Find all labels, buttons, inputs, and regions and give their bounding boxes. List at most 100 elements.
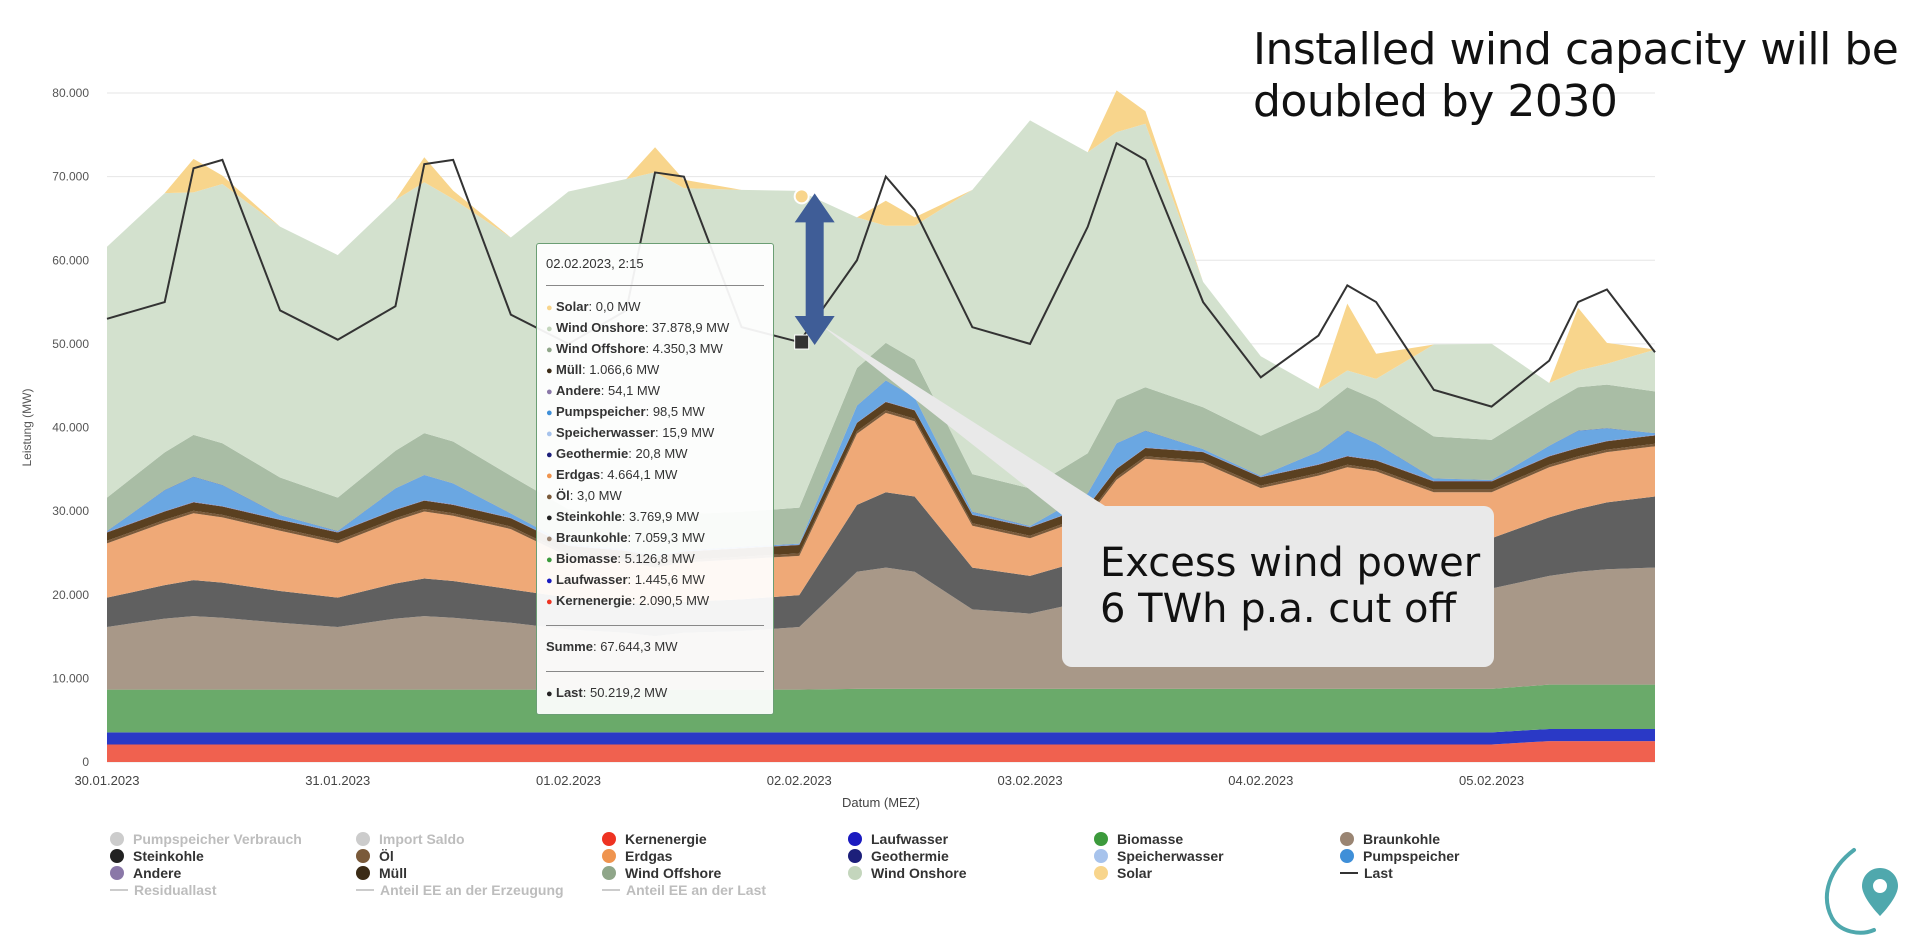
legend-label: Geothermie: [871, 848, 949, 864]
tooltip-dot: ●: [546, 407, 553, 419]
y-tick-label: 70.000: [52, 170, 89, 184]
legend-item-last[interactable]: Last: [1340, 864, 1393, 882]
legend-item-solar[interactable]: Solar: [1094, 864, 1152, 882]
legend-item--l[interactable]: Öl: [356, 847, 394, 865]
legend-item-anteil-ee-an-der-erzeugung[interactable]: Anteil EE an der Erzeugung: [356, 881, 564, 899]
y-tick-label: 40.000: [52, 421, 89, 435]
tooltip-series-value: : 4.664,1 MW: [600, 467, 678, 482]
legend-swatch: [602, 849, 616, 863]
legend-swatch: [1340, 832, 1354, 846]
legend-item-steinkohle[interactable]: Steinkohle: [110, 847, 204, 865]
legend-swatch: [848, 832, 862, 846]
headline-line-1: Installed wind capacity will be: [1253, 24, 1899, 75]
tooltip-series-name: Biomasse: [556, 551, 618, 566]
tooltip-row: ● Biomasse: 5.126,8 MW: [546, 548, 764, 569]
legend-item-import-saldo[interactable]: Import Saldo: [356, 830, 465, 848]
tooltip-row: ● Müll: 1.066,6 MW: [546, 359, 764, 380]
tooltip-dot: ●: [546, 302, 553, 314]
tooltip-dot: ●: [546, 470, 553, 482]
tooltip-series-name: Geothermie: [556, 446, 629, 461]
legend-label: Wind Offshore: [625, 865, 722, 881]
legend-swatch: [110, 832, 124, 846]
legend-item-andere[interactable]: Andere: [110, 864, 181, 882]
tooltip-dot: ●: [546, 491, 553, 503]
tooltip-series-name: Pumpspeicher: [556, 404, 646, 419]
legend-label: Pumpspeicher Verbrauch: [133, 831, 302, 847]
tooltip-row: ● Öl: 3,0 MW: [546, 485, 764, 506]
tooltip-divider: [546, 625, 764, 626]
area-wind-offshore: [107, 342, 1655, 556]
chart-axes: 0 10.000 20.000 30.000 40.000 50.000 60.000 70.…: [20, 86, 1524, 810]
legend-swatch: [848, 866, 862, 880]
tooltip-row: ● Erdgas: 4.664,1 MW: [546, 464, 764, 485]
tooltip-series-value: : 37.878,9 MW: [644, 320, 730, 335]
tooltip-sum-label: Summe: [546, 639, 593, 654]
legend-item-pumpspeicher-verbrauch[interactable]: Pumpspeicher Verbrauch: [110, 830, 302, 848]
legend-item-biomasse[interactable]: Biomasse: [1094, 830, 1183, 848]
legend-item-braunkohle[interactable]: Braunkohle: [1340, 830, 1440, 848]
tooltip-sum-value: : 67.644,3 MW: [592, 639, 678, 654]
legend-item-kernenergie[interactable]: Kernenergie: [602, 830, 707, 848]
tooltip-load-value: : 50.219,2 MW: [582, 685, 668, 700]
x-tick-label: 03.02.2023: [997, 773, 1062, 788]
x-tick-label: 05.02.2023: [1459, 773, 1524, 788]
legend-item-wind-onshore[interactable]: Wind Onshore: [848, 864, 967, 882]
legend-swatch: [602, 866, 616, 880]
legend-item-speicherwasser[interactable]: Speicherwasser: [1094, 847, 1224, 865]
load-marker: [794, 334, 810, 350]
load-line-path: [106, 141, 1656, 408]
area-laufwasser: [107, 728, 1655, 745]
tooltip-dot: ●: [546, 323, 553, 335]
y-axis-label: Leistung (MW): [20, 388, 34, 466]
legend-label: Biomasse: [1117, 831, 1184, 847]
tooltip-dot: ●: [546, 344, 553, 356]
tooltip-dot: ●: [546, 449, 553, 461]
tooltip-dot: ●: [546, 554, 553, 566]
y-tick-label: 0: [82, 755, 89, 769]
tooltip-series-value: : 4.350,3 MW: [645, 341, 723, 356]
tooltip-series-value: : 5.126,8 MW: [617, 551, 695, 566]
tooltip-series-name: Öl: [556, 488, 570, 503]
tooltip-series-name: Erdgas: [556, 467, 601, 482]
tooltip-sum-row: Summe: 67.644,3 MW: [546, 636, 764, 657]
tooltip-row: ● Wind Offshore: 4.350,3 MW: [546, 338, 764, 359]
legend-swatch: [356, 832, 370, 846]
legend-swatch: [356, 889, 374, 891]
legend-item-laufwasser[interactable]: Laufwasser: [848, 830, 948, 848]
tooltip-series-value: : 54,1 MW: [600, 383, 661, 398]
legend-label: Solar: [1117, 865, 1153, 881]
headline-line-2: doubled by 2030: [1253, 76, 1618, 127]
legend-swatch: [1340, 849, 1354, 863]
tooltip-dot: ●: [546, 428, 553, 440]
area-kernenergie: [107, 741, 1655, 762]
tooltip-series-value: : 1.066,6 MW: [582, 362, 660, 377]
tooltip-dot: ●: [546, 365, 553, 377]
legend-item-residuallast[interactable]: Residuallast: [110, 881, 216, 899]
legend-item-anteil-ee-an-der-last[interactable]: Anteil EE an der Last: [602, 881, 766, 899]
load-line: [106, 141, 1656, 408]
tooltip-rows: ● Solar: 0,0 MW ● Wind Onshore: 37.878,9 MW…: [546, 296, 764, 611]
area-erdgas: [107, 412, 1655, 607]
legend-item-erdgas[interactable]: Erdgas: [602, 847, 672, 865]
legend-swatch: [848, 849, 862, 863]
tooltip-row: ● Solar: 0,0 MW: [546, 296, 764, 317]
legend-item-geothermie[interactable]: Geothermie: [848, 847, 949, 865]
tooltip-series-name: Kernenergie: [556, 593, 632, 608]
sum-marker: [793, 188, 810, 205]
legend-label: Anteil EE an der Erzeugung: [380, 882, 564, 898]
legend-item-wind-offshore[interactable]: Wind Offshore: [602, 864, 721, 882]
excess-double-arrow: [794, 193, 835, 346]
tooltip-dot: ●: [546, 575, 553, 587]
legend-swatch: [1094, 866, 1108, 880]
legend-label: Wind Onshore: [871, 865, 967, 881]
legend-item-m-ll[interactable]: Müll: [356, 864, 407, 882]
tooltip-row: ● Kernenergie: 2.090,5 MW: [546, 590, 764, 611]
legend-swatch: [110, 866, 124, 880]
area-pumpspeicher: [107, 380, 1655, 557]
chart-tooltip: 02.02.2023, 2:15 ● Solar: 0,0 MW ● Wind Ons…: [536, 243, 774, 715]
tooltip-divider: [546, 671, 764, 672]
x-tick-label: 04.02.2023: [1228, 773, 1293, 788]
legend-swatch: [356, 866, 370, 880]
legend-item-pumpspeicher[interactable]: Pumpspeicher: [1340, 847, 1459, 865]
tooltip-series-value: : 7.059,3 MW: [627, 530, 705, 545]
